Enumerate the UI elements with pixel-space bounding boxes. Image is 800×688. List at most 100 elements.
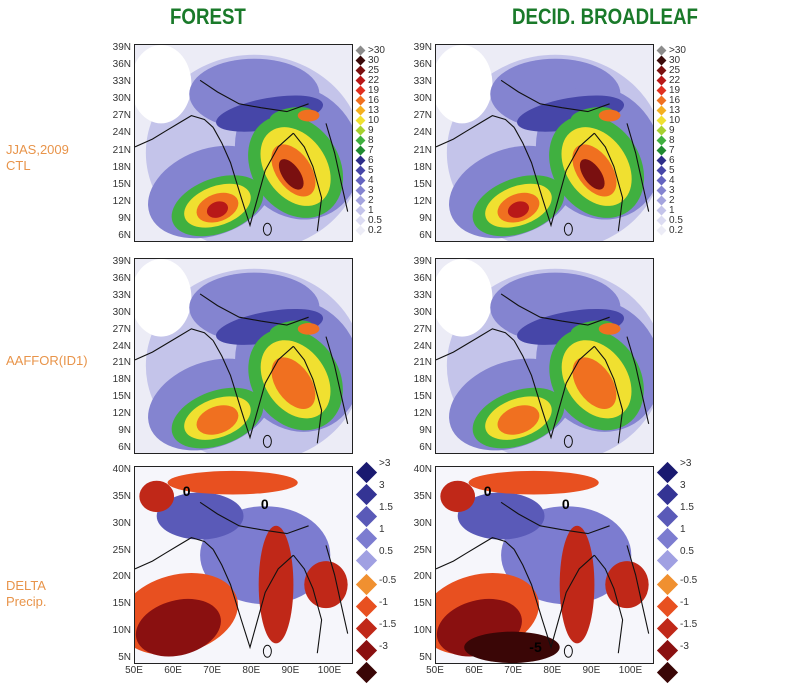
- legend-item: [656, 661, 716, 688]
- lat-tick-label: 27N: [112, 323, 131, 335]
- legend-swatch: [355, 165, 366, 176]
- legend-swatch: [656, 115, 667, 126]
- lat-tick-label: 40N: [413, 464, 432, 475]
- legend-label: 0.5: [669, 215, 683, 226]
- legend-label: 7: [368, 145, 374, 156]
- lat-tick-label: 15N: [112, 598, 131, 610]
- row-label-ctl: JJAS,2009 CTL: [6, 142, 69, 173]
- lat-tick-label: 24N: [413, 127, 432, 139]
- core-red-west: [507, 201, 530, 218]
- lat-tick-label: 36N: [413, 59, 432, 71]
- lat-tick-label: 30N: [413, 306, 432, 318]
- legend-swatch: [656, 185, 667, 196]
- seasia-coastline: [593, 132, 624, 232]
- legend-label: 6: [669, 155, 675, 166]
- lat-tick-label: 39N: [112, 42, 131, 53]
- legend-label: 3: [669, 185, 675, 196]
- lat-tick-label: 10N: [413, 625, 432, 637]
- lat-tick-label: 15N: [413, 598, 432, 610]
- legend-swatch: [656, 461, 679, 484]
- legend-label: 22: [669, 75, 681, 86]
- lat-tick-label: 24N: [112, 127, 131, 139]
- lat-tick-label: 18N: [413, 161, 432, 173]
- legend-item: 30: [656, 55, 696, 66]
- core-orange-east: [572, 357, 617, 409]
- legend-swatch: [656, 505, 679, 528]
- legend-item: [355, 661, 415, 688]
- lat-tick-label: 21N: [112, 357, 131, 369]
- map-panel-r1-c0: [134, 258, 353, 454]
- legend-item: 8: [656, 135, 696, 146]
- legend-label: 10: [669, 115, 681, 126]
- legend-item: 25: [656, 65, 696, 76]
- legend-swatch: [355, 55, 366, 66]
- contour-zero-label: 0: [260, 496, 269, 513]
- legend-swatch: [355, 135, 366, 146]
- legend-label: >30: [368, 45, 385, 56]
- legend-swatch: [355, 105, 366, 116]
- legend-label: 0.2: [669, 225, 683, 236]
- legend-swatch: [355, 595, 378, 618]
- legend-item: 2: [355, 195, 395, 206]
- legend-item: 0.5: [355, 546, 415, 576]
- lat-tick-label: 9N: [118, 425, 131, 437]
- arabia-coastline: [135, 537, 214, 570]
- legend-item: 1: [355, 524, 415, 554]
- legend-item: 13: [355, 105, 395, 116]
- column-title-decid-broadleaf: DECID. BROADLEAF: [512, 4, 698, 29]
- legend-item: 16: [656, 95, 696, 106]
- seasia-coastline: [593, 345, 624, 444]
- legend-swatch: [656, 661, 679, 684]
- lat-tick-label: 30N: [112, 306, 131, 318]
- delta-neg-bay: [559, 525, 595, 644]
- core-red-west: [206, 201, 229, 218]
- legend-label: 7: [669, 145, 675, 156]
- legend-swatch: [355, 195, 366, 206]
- dry-region: [135, 45, 192, 124]
- legend-label: 1: [680, 524, 686, 535]
- legend-swatch: [656, 595, 679, 618]
- lat-tick-label: 10N: [112, 625, 131, 637]
- legend-item: 9: [656, 125, 696, 136]
- lat-tick-label: 39N: [413, 256, 432, 267]
- legend-swatch: [656, 483, 679, 506]
- legend-label: >3: [680, 458, 692, 469]
- delta-neg-north: [468, 470, 599, 495]
- legend-label: 8: [368, 135, 374, 146]
- legend-swatch: [355, 185, 366, 196]
- dry-region: [135, 259, 192, 337]
- precip-map: [436, 45, 653, 241]
- lon-tick-label: 100E: [317, 665, 342, 676]
- arabia-coastline: [436, 537, 515, 570]
- arabia-coastline: [135, 115, 214, 148]
- india-coastline: [212, 340, 294, 440]
- core-orange-himalaya: [598, 323, 621, 335]
- legend-item: >3: [656, 458, 716, 488]
- legend-item: 0.5: [656, 215, 696, 226]
- column-title-forest: FOREST: [170, 4, 246, 29]
- legend-label: -1.5: [379, 619, 397, 630]
- map-panel-r1-c1: [435, 258, 654, 454]
- lat-tick-label: 36N: [413, 272, 432, 284]
- lat-tick-label: 25N: [413, 544, 432, 556]
- core-red-east: [278, 159, 304, 190]
- legend-label: 16: [669, 95, 681, 106]
- legend-swatch: [656, 125, 667, 136]
- legend-label: -1.5: [680, 619, 698, 630]
- legend-swatch: [656, 105, 667, 116]
- legend-item: 0.5: [656, 546, 716, 576]
- legend-swatch: [355, 75, 366, 86]
- lat-tick-label: 24N: [112, 340, 131, 352]
- lat-tick-label: 12N: [112, 408, 131, 420]
- lat-tick-label: 5N: [118, 652, 131, 663]
- legend-label: -1: [680, 597, 689, 608]
- himalaya-border: [500, 293, 610, 326]
- legend-item: 5: [656, 165, 696, 176]
- legend-label: 30: [368, 55, 380, 66]
- himalaya-border: [199, 293, 309, 326]
- dry-region: [436, 45, 493, 124]
- core-orange-west: [497, 405, 540, 435]
- legend-swatch: [656, 65, 667, 76]
- legend-label: 1.5: [680, 502, 694, 513]
- legend-swatch: [656, 85, 667, 96]
